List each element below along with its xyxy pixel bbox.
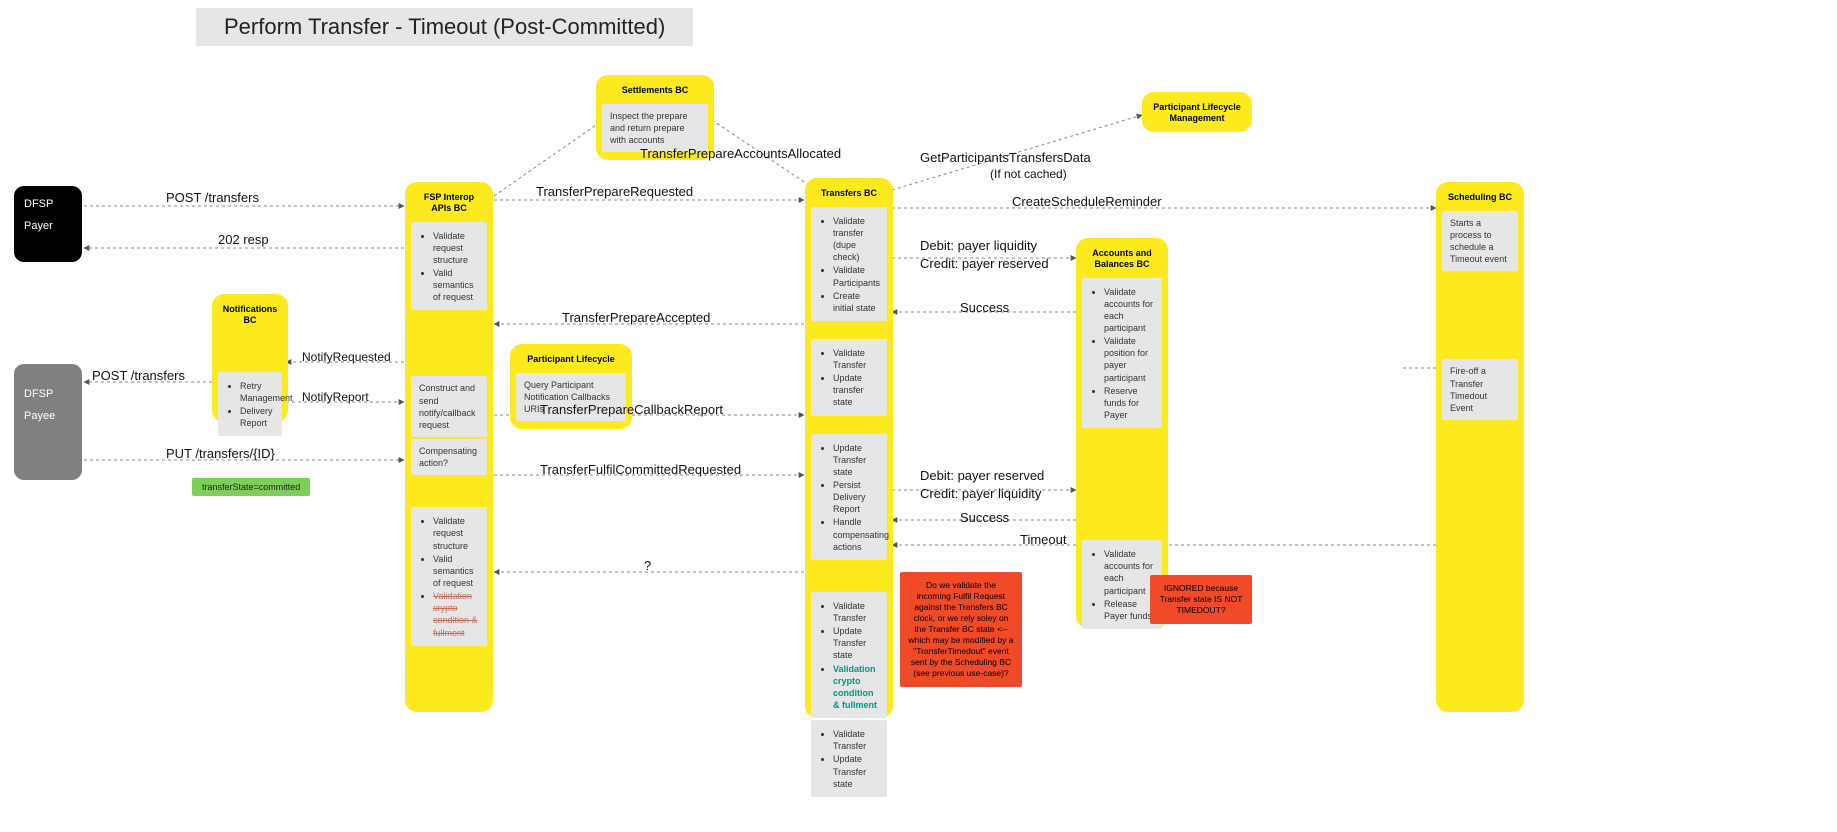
actor-label: Payee	[24, 410, 72, 422]
edge-label: PUT /transfers/{ID}	[166, 446, 275, 461]
component-title: Notifications BC	[218, 300, 282, 332]
step-text: Fire-off a Transfer Timedout Event	[1442, 359, 1518, 420]
actor-label: DFSP	[24, 388, 72, 400]
edge-label: Success	[960, 300, 1009, 315]
plm-bc: Participant Lifecycle Management	[1142, 92, 1252, 132]
step-block: Retry Management Delivery Report	[218, 372, 282, 437]
warning-note: Do we validate the incoming Fulfil Reque…	[900, 572, 1022, 687]
component-title: Scheduling BC	[1442, 188, 1518, 209]
component-title: Participant Lifecycle Management	[1148, 98, 1246, 130]
component-title: Settlements BC	[602, 81, 708, 102]
step-text: Starts a process to schedule a Timeout e…	[1442, 211, 1518, 272]
edge-label: (If not cached)	[990, 167, 1067, 181]
actor-payer: DFSP Payer	[14, 186, 82, 262]
edge-label: Timeout	[1020, 532, 1066, 547]
accounts-balances-bc: Accounts and Balances BC Validate accoun…	[1076, 238, 1168, 628]
step-block: Validate accounts for each participant V…	[1082, 278, 1162, 429]
scheduling-bc: Scheduling BC Starts a process to schedu…	[1436, 182, 1524, 712]
edge-label: CreateScheduleReminder	[1012, 194, 1162, 209]
edge-label: TransferPrepareRequested	[536, 184, 693, 199]
edge-label: Credit: payer reserved	[920, 256, 1049, 271]
step-block: Update Transfer state Persist Delivery R…	[811, 434, 887, 560]
step-block: Validate transfer (dupe check) Validate …	[811, 207, 887, 321]
component-title: FSP Interop APIs BC	[411, 188, 487, 220]
step-block: Compensating action?	[411, 439, 487, 475]
component-title: Transfers BC	[811, 184, 887, 205]
transfers-bc: Transfers BC Validate transfer (dupe che…	[805, 178, 893, 718]
edge-label: ?	[644, 558, 651, 573]
actor-payee: DFSP Payee	[14, 364, 82, 480]
actor-label: Payer	[24, 220, 72, 232]
edge-label: GetParticipantsTransfersData	[920, 150, 1091, 165]
edge-label: Credit: payer liquidity	[920, 486, 1041, 501]
step-block: Validate Transfer Update Transfer state	[811, 720, 887, 797]
component-title: Participant Lifecycle	[516, 350, 626, 371]
component-title: Accounts and Balances BC	[1082, 244, 1162, 276]
edge-label: Debit: payer reserved	[920, 468, 1044, 483]
edge-label: TransferPrepareAccountsAllocated	[640, 146, 841, 161]
edge-label: Debit: payer liquidity	[920, 238, 1037, 253]
edge-label: TransferPrepareAccepted	[562, 310, 710, 325]
edge-label: TransferPrepareCallbackReport	[540, 402, 723, 417]
edge-label: POST /transfers	[166, 190, 259, 205]
notifications-bc: Notifications BC Retry Management Delive…	[212, 294, 288, 422]
step-text: Inspect the prepare and return prepare w…	[602, 104, 708, 152]
edge-label: NotifyRequested	[302, 350, 391, 364]
step-block: Construct and send notify/callback reque…	[411, 376, 487, 437]
page-title: Perform Transfer - Timeout (Post-Committ…	[196, 8, 693, 46]
edge-label: NotifyReport	[302, 390, 369, 404]
step-block: Validate request structure Valid semanti…	[411, 222, 487, 311]
state-chip: transferState=committed	[192, 478, 310, 496]
step-block: Validate request structure Valid semanti…	[411, 507, 487, 645]
edge-label: POST /transfers	[92, 368, 185, 383]
step-block: Validate Transfer Update transfer state	[811, 339, 887, 416]
step-block: Validate Transfer Update Transfer state …	[811, 592, 887, 718]
edge-label: 202 resp	[218, 232, 269, 247]
edge-label: Success	[960, 510, 1009, 525]
edge-label: TransferFulfilCommittedRequested	[540, 462, 741, 477]
actor-label: DFSP	[24, 198, 72, 210]
warning-note: IGNORED because Transfer state IS NOT TI…	[1150, 575, 1252, 624]
fsp-interop-bc: FSP Interop APIs BC Validate request str…	[405, 182, 493, 712]
